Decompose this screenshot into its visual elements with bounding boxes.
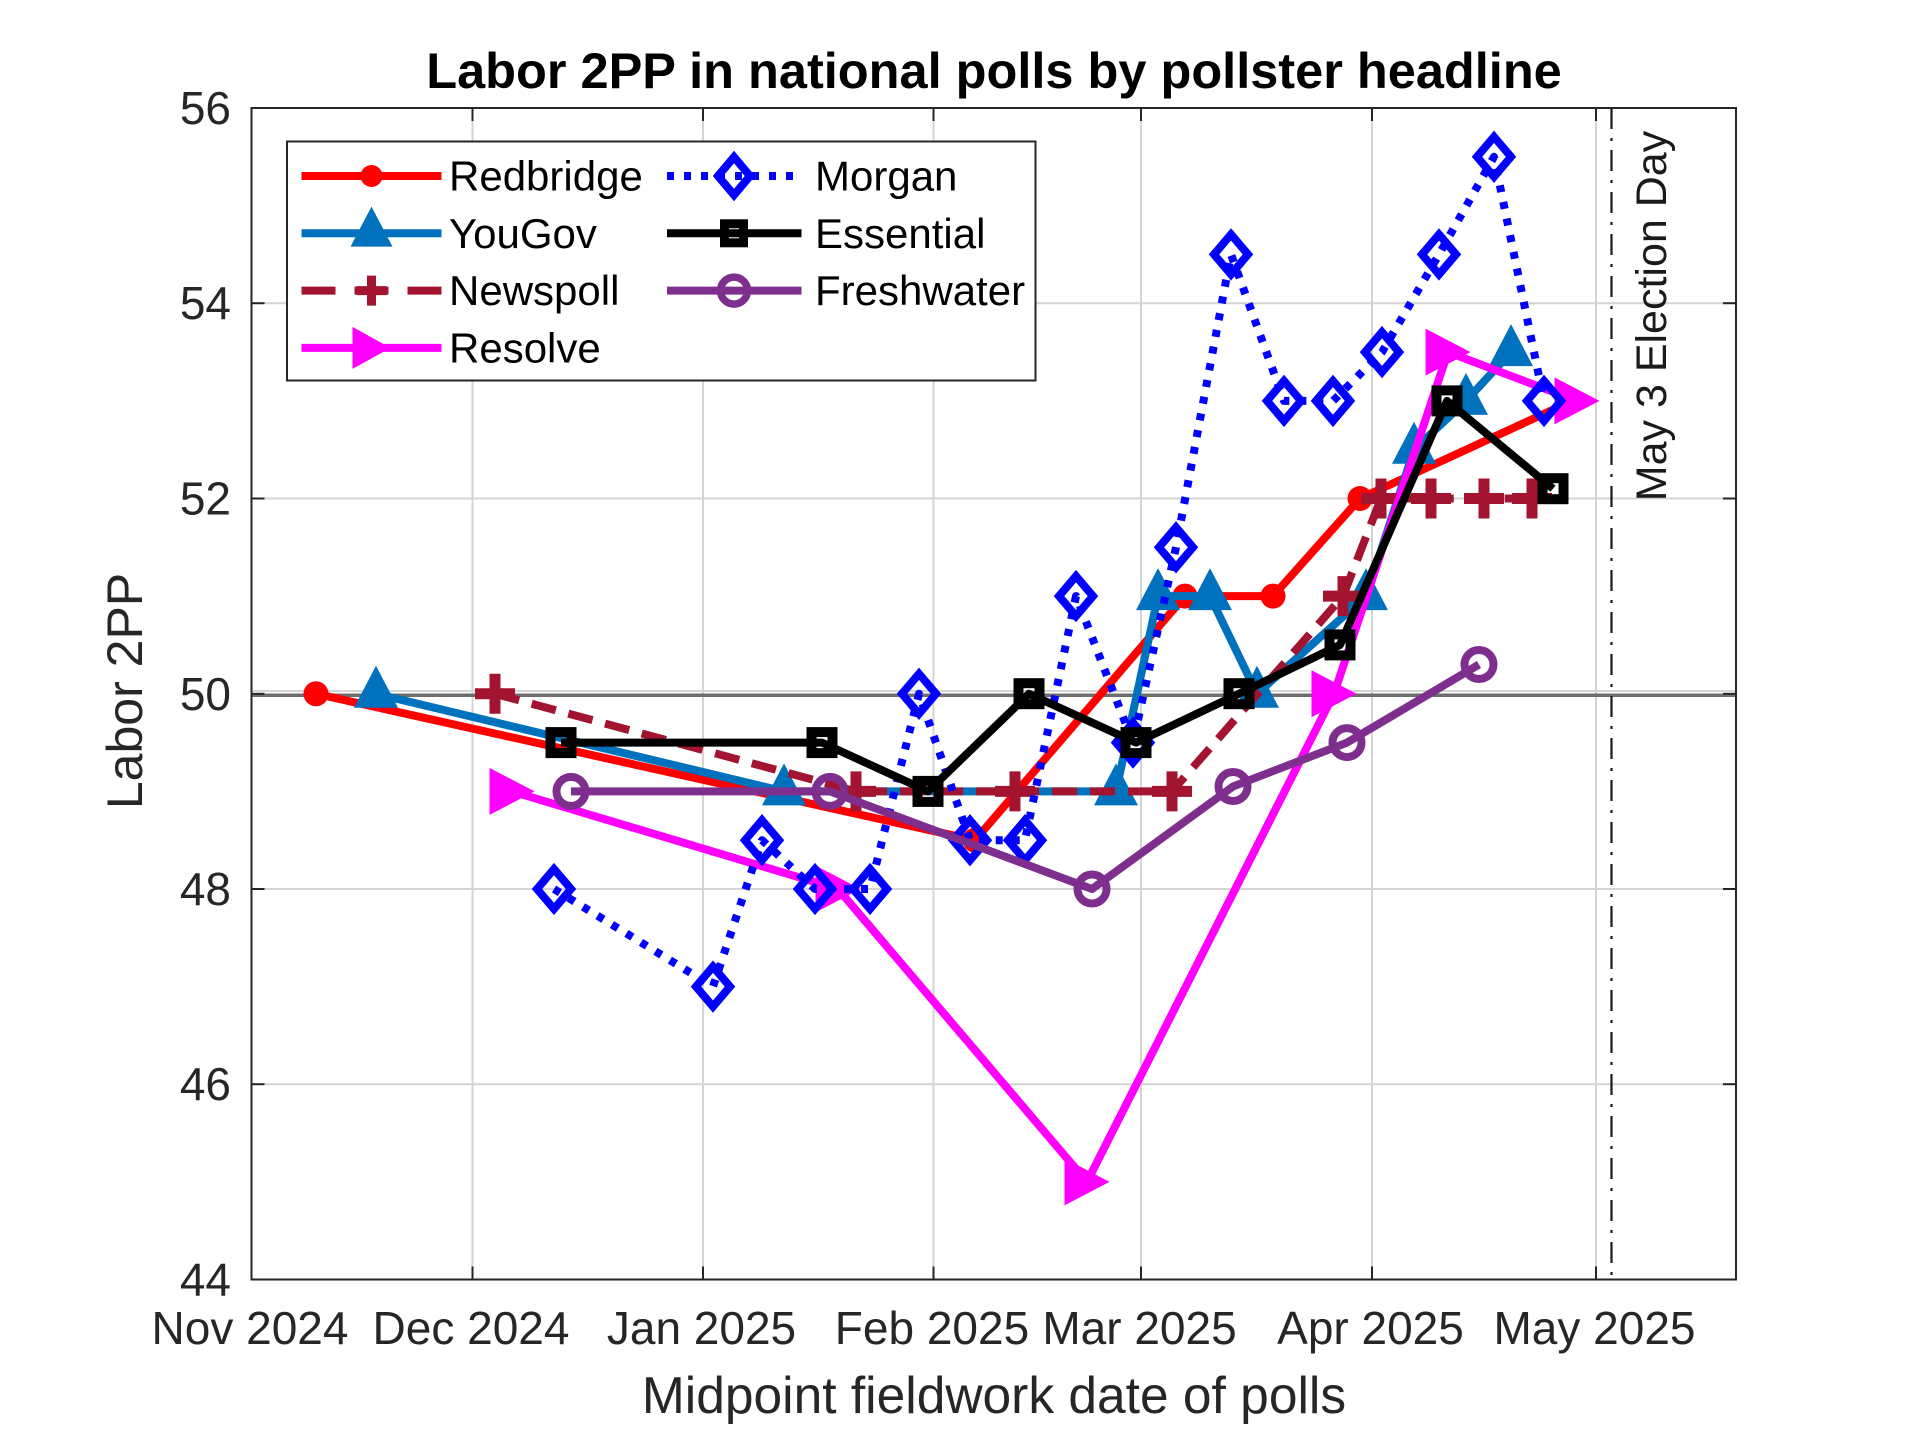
svg-text:54: 54 bbox=[180, 277, 231, 329]
svg-text:56: 56 bbox=[180, 82, 231, 134]
svg-text:48: 48 bbox=[180, 863, 231, 915]
svg-text:Nov 2024: Nov 2024 bbox=[152, 1302, 349, 1354]
svg-text:May 2025: May 2025 bbox=[1493, 1302, 1695, 1354]
svg-text:52: 52 bbox=[180, 473, 231, 525]
svg-text:Newspoll: Newspoll bbox=[449, 267, 619, 314]
svg-text:Apr 2025: Apr 2025 bbox=[1277, 1302, 1464, 1354]
svg-text:Dec 2024: Dec 2024 bbox=[373, 1302, 570, 1354]
svg-text:Labor 2PP: Labor 2PP bbox=[97, 573, 153, 809]
svg-text:46: 46 bbox=[180, 1058, 231, 1110]
svg-text:Mar 2025: Mar 2025 bbox=[1042, 1302, 1236, 1354]
svg-text:Redbridge: Redbridge bbox=[449, 153, 643, 200]
svg-text:50: 50 bbox=[180, 668, 231, 720]
svg-text:Midpoint fieldwork date of pol: Midpoint fieldwork date of polls bbox=[642, 1366, 1346, 1424]
svg-text:Morgan: Morgan bbox=[815, 153, 957, 200]
svg-text:May 3 Election Day: May 3 Election Day bbox=[1628, 130, 1676, 501]
svg-text:YouGov: YouGov bbox=[449, 210, 597, 257]
svg-text:Labor 2PP in national polls by: Labor 2PP in national polls by pollster … bbox=[426, 42, 1562, 99]
svg-text:Essential: Essential bbox=[815, 210, 985, 257]
svg-text:Resolve: Resolve bbox=[449, 324, 601, 371]
svg-text:44: 44 bbox=[180, 1254, 231, 1306]
svg-text:Feb 2025: Feb 2025 bbox=[835, 1302, 1029, 1354]
svg-text:Freshwater: Freshwater bbox=[815, 267, 1025, 314]
svg-text:Jan 2025: Jan 2025 bbox=[607, 1302, 796, 1354]
